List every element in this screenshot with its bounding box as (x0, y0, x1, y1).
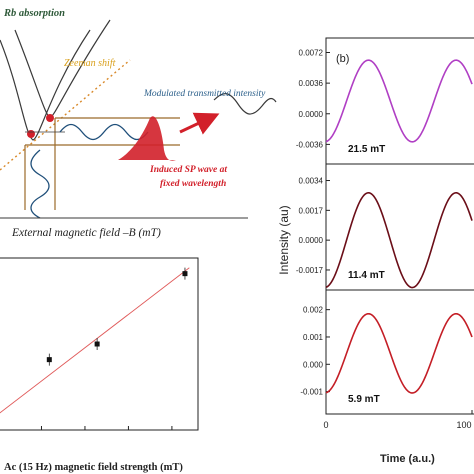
trace-subplot-2: 0.002 0.001 0.000 -0.001 5.9 mT (300, 289, 474, 415)
output-arrow (179, 112, 220, 135)
trace-ytick-label-1-1: 0.0017 (299, 206, 324, 215)
rb-absorption-label: Rb absorption (3, 8, 65, 19)
induced-sp-label-line2: fixed wavelength (160, 179, 226, 189)
box-modulated-wave (59, 123, 149, 141)
scatter-point-0 (46, 357, 52, 363)
trace-ytick-label-0-0: 0.0072 (299, 49, 324, 58)
trace-label-1: 11.4 mT (348, 270, 385, 281)
absorption-point-2 (46, 114, 54, 122)
trace-ytick-label-1-2: 0.0000 (299, 236, 324, 245)
trace-ytick-label-0-3: -0.0036 (296, 140, 324, 149)
trace-ytick-label-0-1: 0.0036 (299, 79, 324, 88)
sp-wave-shape (118, 116, 176, 161)
absorption-curve-right (14, 19, 111, 119)
input-field-wave (30, 149, 50, 219)
trace-ytick-label-2-3: -0.001 (300, 388, 323, 397)
trace-ytick-label-2-2: 0.000 (303, 360, 324, 369)
scatter-x-label: Ac (15 Hz) magnetic field strength (mT) (4, 462, 183, 473)
trace-ytick-label-1-3: -0.0017 (296, 266, 324, 275)
scatter-plot-frame (0, 257, 199, 431)
intensity-y-label: Intensity (au) (277, 205, 291, 274)
trace-curve-0 (325, 59, 473, 143)
time-x-label: Time (a.u.) (380, 453, 435, 465)
scatter-point-1 (94, 341, 100, 347)
panel-b-label: (b) (336, 53, 349, 65)
zeeman-shift-label: Zeeman shift (64, 58, 116, 69)
absorption-point-1 (27, 130, 35, 138)
trace-label-0: 21.5 mT (348, 144, 385, 155)
fit-line (0, 267, 190, 414)
trace-label-2: 5.9 mT (348, 394, 380, 405)
schematic-diagram: Rb absorption Zeeman shift Modulated tra… (0, 8, 277, 239)
scatter-ticks (40, 426, 173, 430)
trace-ytick-label-2-0: 0.002 (303, 306, 324, 315)
zeeman-dotted-line (0, 59, 131, 171)
modulated-intensity-label: Modulated transmitted intensity (143, 89, 266, 99)
output-modulated-wave (213, 93, 277, 115)
working-box (24, 117, 180, 210)
induced-sp-label-line1: Induced SP wave at (149, 165, 227, 175)
trace-subplot-0: 0.0072 0.0036 0.0000 -0.0036 21.5 mT (296, 37, 474, 165)
trace-ytick-label-1-0: 0.0034 (299, 177, 324, 186)
trace-subplot-1: 0.0034 0.0017 0.0000 -0.0017 11.4 mT (296, 163, 474, 291)
trace-ytick-label-2-1: 0.001 (303, 333, 324, 342)
time-xtick-label-1: 100 (456, 420, 471, 430)
absorption-curve-left (0, 29, 91, 141)
trace-curve-1 (325, 191, 473, 289)
scatter-points (46, 267, 188, 366)
trace-ytick-label-0-2: 0.0000 (299, 110, 324, 119)
time-xtick-label-0: 0 (323, 420, 328, 430)
trace-frame-2 (325, 289, 474, 415)
scatter-point-2 (182, 271, 188, 277)
diagram-x-axis-label: External magnetic field –B (mT) (11, 227, 161, 239)
scatter-panel: Ac (15 Hz) magnetic field strength (mT) (0, 257, 199, 473)
trace-curve-2 (325, 312, 473, 394)
